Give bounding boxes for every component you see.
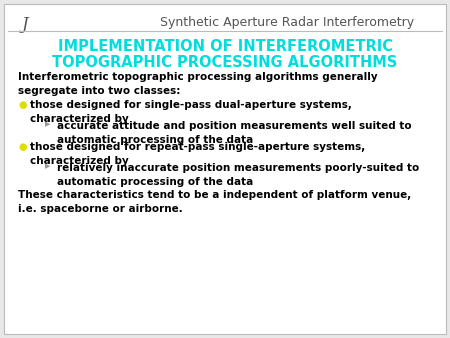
Text: relatively inaccurate position measurements poorly-suited to
automatic processin: relatively inaccurate position measureme… — [57, 163, 419, 187]
Text: ▶: ▶ — [45, 163, 50, 169]
Text: Interferometric topographic processing algorithms generally
segregate into two c: Interferometric topographic processing a… — [18, 72, 378, 96]
Text: IMPLEMENTATION OF INTERFEROMETRIC: IMPLEMENTATION OF INTERFEROMETRIC — [58, 39, 392, 54]
Text: those designed for single-pass dual-aperture systems,
characterized by: those designed for single-pass dual-aper… — [30, 100, 352, 124]
Text: ●: ● — [18, 142, 27, 152]
Text: TOPOGRAPHIC PROCESSING ALGORITHMS: TOPOGRAPHIC PROCESSING ALGORITHMS — [52, 55, 398, 70]
FancyBboxPatch shape — [4, 4, 446, 334]
Text: those designed for repeat-pass single-aperture systems,
characterized by: those designed for repeat-pass single-ap… — [30, 142, 365, 166]
Text: These characteristics tend to be a independent of platform venue,
i.e. spaceborn: These characteristics tend to be a indep… — [18, 190, 411, 214]
Text: Synthetic Aperture Radar Interferometry: Synthetic Aperture Radar Interferometry — [160, 16, 414, 29]
Text: accurate attitude and position measurements well suited to
automatic processing : accurate attitude and position measureme… — [57, 121, 412, 145]
Text: ●: ● — [18, 100, 27, 110]
Text: ▶: ▶ — [45, 121, 50, 127]
Text: J: J — [22, 16, 29, 33]
